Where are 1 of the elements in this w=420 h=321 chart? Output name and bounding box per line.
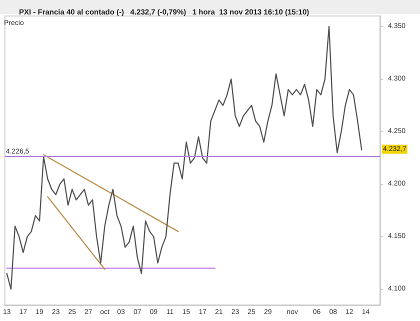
line-series — [6, 26, 362, 290]
